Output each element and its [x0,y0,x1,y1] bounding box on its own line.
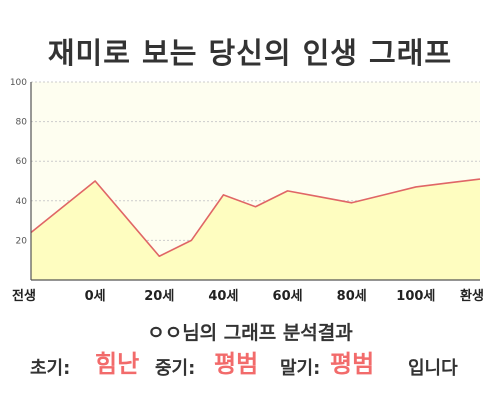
early-label: 초기: [30,358,71,379]
series-line [30,178,481,258]
life-graph-chart: 20 40 60 80 100 전생 0세 20세 40세 60세 80세 100세 환생 [10,78,484,304]
late-label: 말기: [280,358,321,379]
x-tick-label: 80세 [337,289,367,304]
x-tick-label: 0세 [85,289,106,304]
x-tick-label: 60세 [273,289,303,304]
y-tick-label: 80 [16,118,28,128]
x-tick-label: 20세 [144,289,174,304]
y-tick-label: 60 [16,157,28,167]
page-title: 재미로 보는 당신의 인생 그래프 [47,36,453,70]
y-tick-label: 40 [16,197,28,207]
series-area [31,179,480,280]
late-value: 평범 [330,350,375,378]
analysis-heading: ㅇㅇ님의 그래프 분석결과 [147,322,353,344]
analysis-result: 초기: 힘난 중기: 평범 말기: 평범 입니다 [0,346,500,382]
mid-value: 평범 [214,350,259,378]
early-value: 힘난 [95,350,140,378]
x-tick-label: 환생 [460,288,484,304]
mid-label: 중기: [155,358,196,379]
y-tick-label: 100 [10,78,27,88]
y-tick-label: 20 [16,236,28,246]
x-tick-label: 40세 [208,289,238,304]
suffix-text: 입니다 [408,358,458,379]
x-tick-label: 100세 [396,289,435,304]
x-tick-label: 전생 [12,288,36,304]
